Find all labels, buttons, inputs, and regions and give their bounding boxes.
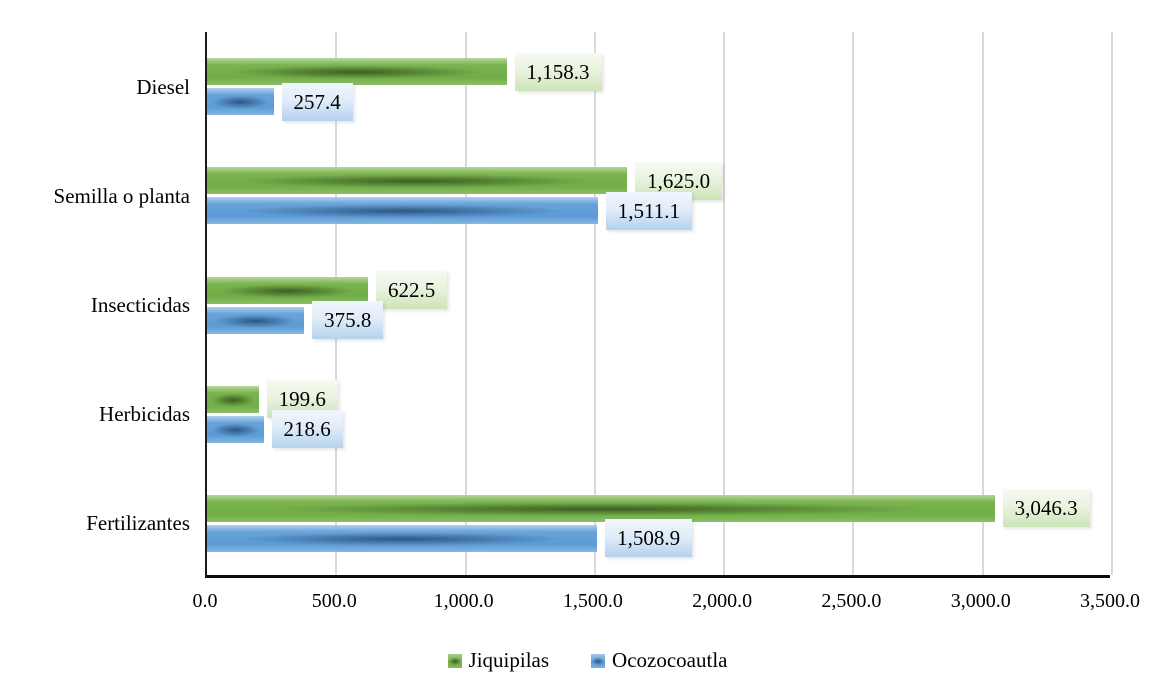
legend-label: Jiquipilas xyxy=(468,648,550,672)
x-axis-tick: 1,000.0 xyxy=(433,590,494,612)
bar-ocozocoautla-insecticidas xyxy=(207,306,305,334)
category-label-fertilizantes: Fertilizantes xyxy=(86,511,190,536)
bar-ocozocoautla-herbicidas xyxy=(207,415,264,443)
x-axis-tick: 2,500.0 xyxy=(821,590,882,612)
x-axis-tick: 2,000.0 xyxy=(692,590,753,612)
gridline xyxy=(981,32,984,575)
legend-item-jiquipilas: Jiquipilas xyxy=(447,648,550,673)
bar-ocozocoautla-semilla-o-planta xyxy=(207,197,598,225)
x-axis-tick: 500.0 xyxy=(311,590,357,612)
bar-jiquipilas-semilla-o-planta xyxy=(207,167,628,195)
value-label: 1,158.3 xyxy=(514,52,602,91)
x-axis-tick: 1,500.0 xyxy=(562,590,623,612)
x-axis-tick: 3,000.0 xyxy=(950,590,1011,612)
bar-jiquipilas-fertilizantes xyxy=(207,494,995,522)
gridline xyxy=(852,32,855,575)
value-label: 257.4 xyxy=(281,82,353,121)
bar-jiquipilas-herbicidas xyxy=(207,385,259,413)
value-label: 1,508.9 xyxy=(605,519,693,558)
gridline xyxy=(593,32,596,575)
bar-ocozocoautla-fertilizantes xyxy=(207,524,598,552)
category-label-diesel: Diesel xyxy=(136,74,190,99)
value-label: 1,511.1 xyxy=(605,191,692,230)
value-label: 375.8 xyxy=(312,301,384,339)
bar-jiquipilas-insecticidas xyxy=(207,276,368,304)
legend: Jiquipilas Ocozocoautla xyxy=(0,648,1175,673)
legend-item-ocozocoautla: Ocozocoautla xyxy=(591,648,727,673)
legend-marker-icon xyxy=(591,653,606,668)
category-label-insecticidas: Insecticidas xyxy=(90,293,190,317)
value-label: 218.6 xyxy=(271,410,343,449)
gridline xyxy=(1111,32,1113,575)
x-axis-tick: 3,500.0 xyxy=(1080,590,1140,612)
bar-ocozocoautla-diesel xyxy=(207,88,274,116)
plot-area: 1,158.3 257.4 1,625.0 1,511.1 622.5 375.8 199.… xyxy=(205,32,1113,578)
value-label: 3,046.3 xyxy=(1002,489,1090,528)
bar-jiquipilas-diesel xyxy=(207,58,507,86)
category-label-herbicidas: Herbicidas xyxy=(99,402,190,427)
legend-marker-icon xyxy=(447,653,462,668)
category-label-semilla-o-planta: Semilla o planta xyxy=(53,183,190,208)
x-axis-tick: 0.0 xyxy=(192,590,218,612)
gridline xyxy=(723,32,726,575)
gridline xyxy=(464,32,467,575)
value-label: 622.5 xyxy=(375,271,448,309)
legend-label: Ocozocoautla xyxy=(612,648,728,672)
